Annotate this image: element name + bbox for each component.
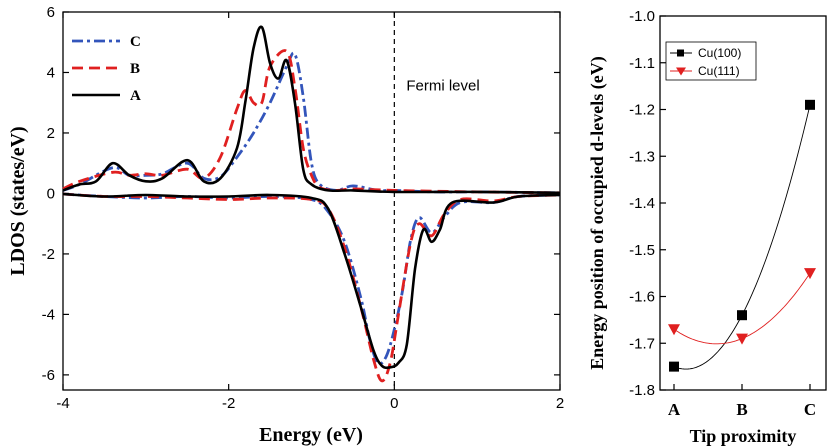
dlevel-point-cu111 [668,324,680,336]
dlevel-series [668,99,816,372]
ldos-x-tick-label: 2 [556,395,564,412]
ldos-y-tick-label: 0 [47,185,55,202]
dlevel-y-tick-label: -1.1 [629,55,655,72]
dlevel-point-cu100 [669,361,679,372]
ldos-legend-label: C [130,34,141,50]
dlevel-x-axis-title: Tip proximity [690,426,797,446]
ldos-y-tick-label: -2 [42,246,55,263]
ldos-y-tick-label: 6 [47,4,55,21]
dlevel-ticks: -1.0 -1.1 -1.2 -1.3 -1.4 -1.5 -1.6 -1.7 -1.8 A B C [629,8,816,419]
ldos-series-lines [62,25,561,383]
dlevel-y-tick-label: -1.5 [629,242,655,259]
dlevel-y-tick-label: -1.3 [629,148,655,165]
ldos-y-tick-label: -6 [42,367,55,384]
dlevel-point-cu111 [736,333,748,345]
dlevel-legend-marker [676,67,686,76]
dlevel-point-cu111 [804,268,816,280]
ldos-legend-label: B [130,61,140,77]
dlevel-series-line [673,272,811,345]
ldos-x-axis-title: Energy (eV) [259,424,363,446]
ldos-legend: CBA [72,34,141,104]
ldos-y-axis-title: LDOS (states/eV) [7,126,29,275]
dlevel-y-tick-label: -1.8 [629,382,655,399]
ldos-plot-frame [62,11,561,391]
dlevel-y-tick-label: -1.4 [629,195,655,212]
ldos-y-tick-label: -4 [42,306,55,323]
ldos-x-tick-label: 0 [390,395,398,412]
ldos-series-B-spin-down [62,192,561,383]
dlevel-x-tick-label: C [804,400,816,419]
dlevel-y-tick-label: -1.7 [629,335,655,352]
fermi-level-annotation: Fermi level [406,78,479,95]
dlevel-chart: -1.0-1.1-1.2-1.3-1.4-1.5-1.6-1.7-1.8A B C … [587,8,827,446]
ldos-x-tick-label: -2 [222,395,235,412]
ldos-y-tick-label: 2 [47,125,55,142]
dlevel-y-tick-label: -1.2 [629,102,655,119]
ldos-legend-label: A [130,88,141,104]
dlevel-point-cu100 [805,99,815,110]
dlevel-y-tick-label: -1.6 [629,289,655,306]
ldos-series-A-spin-up [62,25,561,195]
ldos-series-C-spin-down [62,192,561,366]
dlevel-x-tick-label: A [668,400,681,419]
ldos-series-C-spin-up [62,51,561,195]
dlevel-y-axis-title: Energy position of occupied d-levels (eV… [587,56,608,369]
ldos-y-tick-label: 4 [47,64,55,81]
dlevel-legend-marker [677,49,684,57]
ldos-x-tick-label: -4 [56,395,69,412]
ldos-series-A-spin-down [62,192,561,370]
dlevel-legend-label: Cu(111) [698,64,740,78]
dlevel-x-tick-label: B [736,400,747,419]
dlevel-y-tick-label: -1.0 [629,8,655,25]
dlevel-point-cu100 [737,310,747,321]
dlevel-legend-label: Cu(100) [698,46,741,60]
dlevel-series-line [673,104,811,370]
dlevel-legend: Cu(100) Cu(111) [665,41,757,81]
